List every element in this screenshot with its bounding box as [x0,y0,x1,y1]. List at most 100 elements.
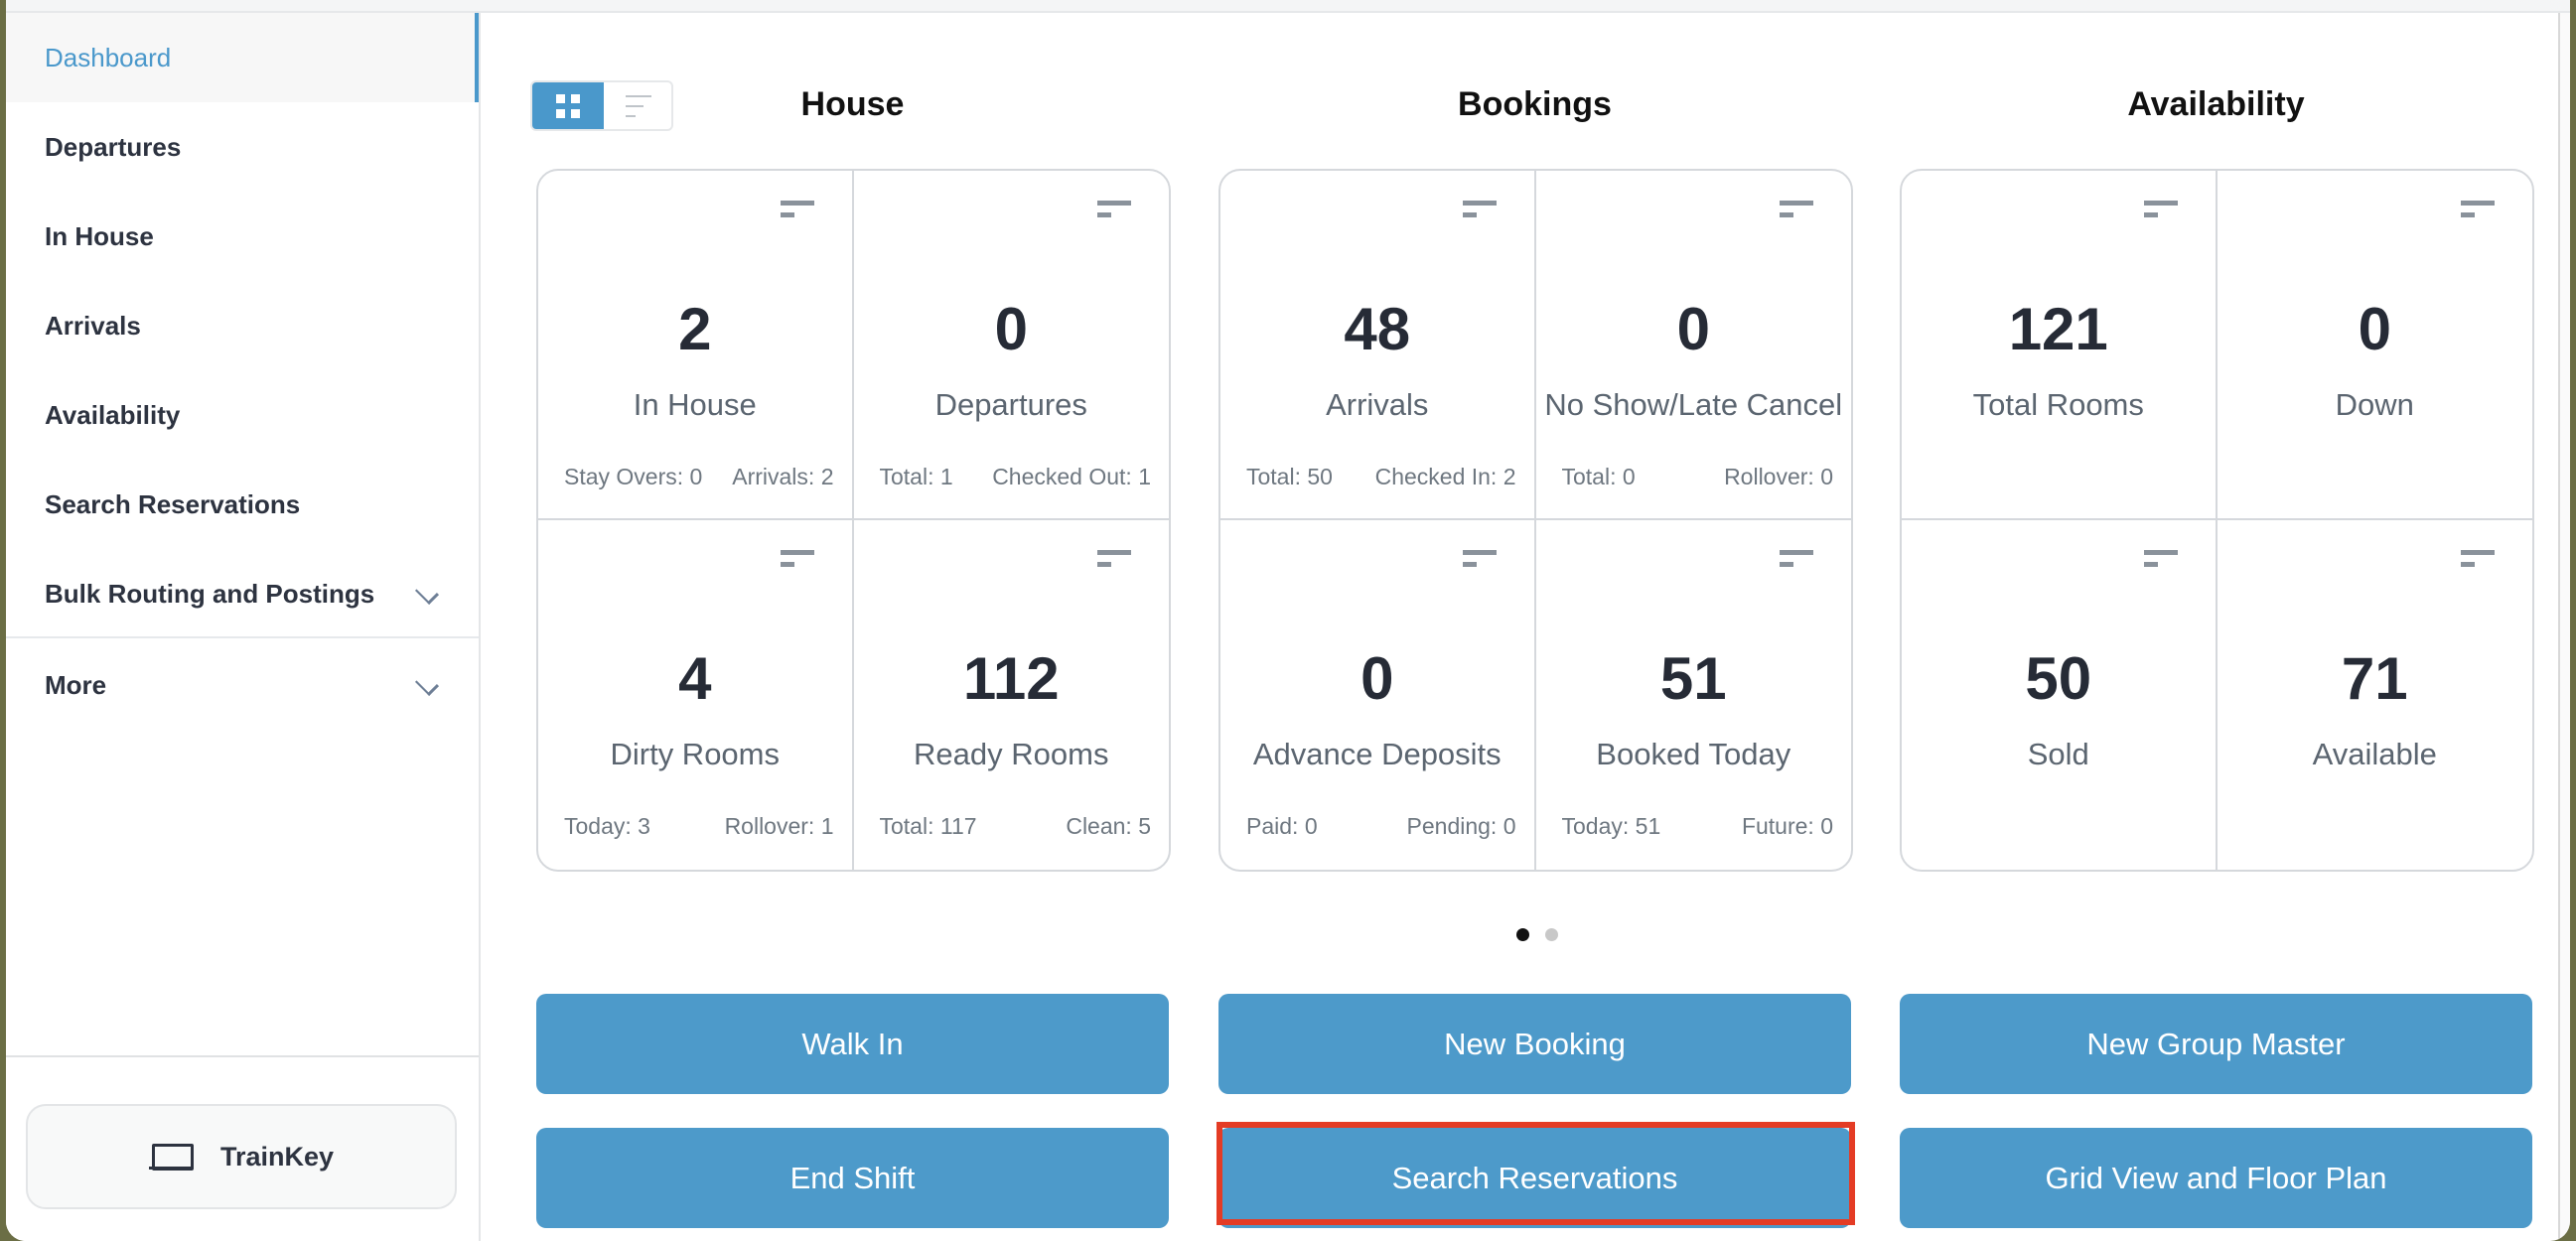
stat-tile[interactable]: 2 In House Stay Overs: 0 Arrivals: 2 [538,171,854,520]
stat-details: Total: 117 Clean: 5 [880,813,1152,840]
stat-detail-left: Today: 51 [1561,813,1661,839]
stat-value: 112 [962,645,1060,712]
stat-value: 0 [1676,296,1710,362]
sidebar-item-more[interactable]: More [6,640,479,730]
stat-tile[interactable]: 48 Arrivals Total: 50 Checked In: 2 [1220,171,1536,520]
sidebar-item-in-house[interactable]: In House [45,220,154,251]
stat-label: Down [2335,387,2414,422]
laptop-icon [148,1144,194,1171]
menu-icon[interactable] [2143,201,2178,220]
stat-tile[interactable]: 0 Advance Deposits Paid: 0 Pending: 0 [1220,520,1536,870]
sidebar-item-dashboard[interactable]: Dashboard [6,13,479,102]
list-view-icon[interactable] [604,82,671,129]
menu-icon[interactable] [1462,201,1497,220]
app-window: Dashboard Departures In House Arrivals A… [6,0,2570,1241]
menu-icon[interactable] [1462,550,1497,570]
stat-value: 0 [2358,296,2391,362]
stat-detail-right: Rollover: 1 [724,813,834,839]
sidebar-item-arrivals[interactable]: Arrivals [45,310,141,341]
stat-value: 4 [678,645,712,712]
stat-detail-right: Arrivals: 2 [732,464,834,489]
sidebar-item-bulk-routing[interactable]: Bulk Routing and Postings [6,549,479,638]
stat-detail-left: Total: 0 [1561,464,1636,489]
stat-value: 2 [678,296,712,362]
stat-detail-right: Pending: 0 [1406,813,1516,839]
menu-icon[interactable] [1780,201,1813,220]
stat-detail-left: Total: 117 [879,813,977,839]
stat-tile[interactable]: 0 No Show/Late Cancel Total: 0 Rollover: 0 [1535,171,1851,520]
stat-label: In House [633,387,757,422]
stat-label: No Show/Late Cancel [1544,387,1843,422]
stat-tile[interactable]: 0 Down [2217,171,2532,520]
stat-details: Today: 51 Future: 0 [1562,813,1834,840]
stat-label: Ready Rooms [914,737,1109,771]
search-reservations-button[interactable]: Search Reservations [1218,1128,1851,1228]
stat-value: 0 [1360,645,1394,712]
sidebar-item-label: Bulk Routing and Postings [45,578,375,609]
walk-in-button[interactable]: Walk In [536,994,1169,1094]
stat-detail-left: Paid: 0 [1246,813,1318,839]
availability-card: 121 Total Rooms 0 Down 50 Sold 71 Availa… [1900,169,2534,872]
grid-view-icon[interactable] [532,82,604,129]
stat-tile[interactable]: 121 Total Rooms [1902,171,2218,520]
menu-icon[interactable] [2143,550,2178,570]
section-title-house: House [800,85,905,123]
stat-tile[interactable]: 51 Booked Today Today: 51 Future: 0 [1536,520,1852,870]
window-edge [2558,13,2570,1241]
section-title-availability: Availability [2127,85,2305,123]
stat-details: Total: 0 Rollover: 0 [1562,464,1834,490]
highlight-box [1216,1122,1855,1225]
stat-value: 0 [994,296,1028,362]
stat-tile[interactable]: 50 Sold [1902,520,2218,870]
new-group-master-button[interactable]: New Group Master [1900,994,2532,1094]
end-shift-button[interactable]: End Shift [536,1128,1169,1228]
stat-value: 51 [1659,645,1727,712]
stat-tile[interactable]: 112 Ready Rooms Total: 117 Clean: 5 [854,520,1170,870]
stat-label: Available [2312,737,2437,771]
stat-detail-left: Total: 50 [1246,464,1333,489]
chevron-down-icon[interactable] [414,671,440,697]
stat-label: Departures [934,387,1087,422]
top-bar [6,0,2570,13]
new-booking-button[interactable]: New Booking [1218,994,1851,1094]
trainkey-button[interactable]: TrainKey [26,1104,457,1209]
menu-icon[interactable] [1097,550,1131,570]
stat-details: Paid: 0 Pending: 0 [1246,813,1516,840]
stat-label: Sold [2027,737,2089,771]
menu-icon[interactable] [1780,550,1813,570]
stat-detail-right: Future: 0 [1741,813,1833,839]
sidebar-item-label: More [45,669,107,700]
menu-icon[interactable] [780,550,814,570]
stat-details: Total: 1 Checked Out: 1 [880,464,1152,490]
menu-icon[interactable] [780,201,814,220]
stat-label: Total Rooms [1972,387,2144,422]
bookings-card: 48 Arrivals Total: 50 Checked In: 2 0 No S… [1218,169,1853,872]
grid-view-floor-plan-button[interactable]: Grid View and Floor Plan [1900,1128,2532,1228]
sidebar-item-availability[interactable]: Availability [45,399,181,430]
stat-detail-left: Stay Overs: 0 [564,464,703,489]
stat-detail-right: Rollover: 0 [1724,464,1833,489]
stat-value: 121 [2008,296,2108,362]
sidebar: Dashboard Departures In House Arrivals A… [6,13,481,1241]
stat-tile[interactable]: 4 Dirty Rooms Today: 3 Rollover: 1 [538,520,854,870]
stat-tile[interactable]: 71 Available [2218,520,2533,870]
menu-icon[interactable] [1097,201,1131,220]
menu-icon[interactable] [2461,201,2495,220]
pager-dots [1516,928,1558,941]
stat-detail-left: Total: 1 [879,464,953,489]
menu-icon[interactable] [2461,550,2495,570]
view-toggle[interactable] [530,80,673,131]
pager-dot-1[interactable] [1516,928,1529,941]
stat-detail-left: Today: 3 [564,813,650,839]
stat-label: Arrivals [1326,387,1429,422]
divider [6,636,479,638]
sidebar-item-departures[interactable]: Departures [45,131,182,162]
pager-dot-2[interactable] [1545,928,1558,941]
sidebar-item-search-reservations[interactable]: Search Reservations [45,488,301,519]
stat-details: Stay Overs: 0 Arrivals: 2 [564,464,834,490]
stat-details: Today: 3 Rollover: 1 [564,813,834,840]
stat-tile[interactable]: 0 Departures Total: 1 Checked Out: 1 [853,171,1169,520]
house-card: 2 In House Stay Overs: 0 Arrivals: 2 0 Dep… [536,169,1171,872]
stat-value: 50 [2025,645,2092,712]
chevron-down-icon[interactable] [414,580,440,606]
